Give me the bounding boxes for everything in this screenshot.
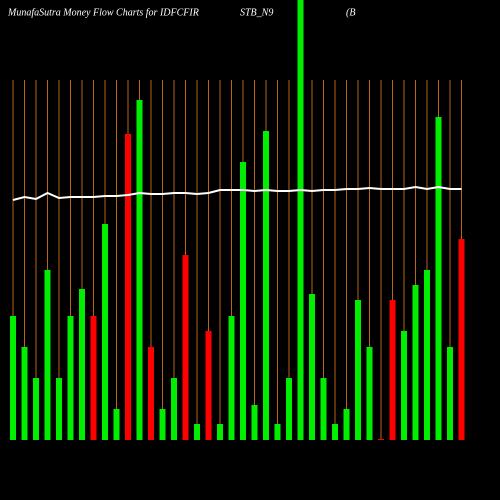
bar [378,439,384,440]
bar [263,131,269,440]
bar [205,331,212,440]
bar [182,255,189,440]
bar [228,316,235,440]
bar [159,409,166,440]
bar [274,424,281,440]
bar [297,0,304,440]
bar [21,347,28,440]
bar [435,117,442,440]
bar [56,378,62,440]
bar [332,424,338,440]
bar [217,424,223,440]
bar [412,285,419,440]
bar [401,331,407,440]
bar [309,294,315,440]
bar [79,289,85,440]
bar [251,405,258,440]
bar [366,347,373,440]
bar [113,409,120,440]
bar [355,300,361,440]
bar [240,162,246,440]
chart-title: STB_N9 [240,7,273,18]
bar [90,316,97,440]
bar [343,409,350,440]
bar [33,378,39,440]
bar [10,316,16,440]
bar [389,300,396,440]
bar [125,134,131,440]
bar [102,224,108,440]
bar [286,378,292,440]
money-flow-line [12,185,462,201]
bar [44,270,51,440]
bar [320,378,327,440]
bar [148,347,154,440]
bar [458,239,465,440]
bar [171,378,177,440]
bar [136,100,143,440]
chart-title: MunafaSutra Money Flow Charts for IDFCFI… [7,7,199,18]
bar [424,270,430,440]
bar [447,347,453,440]
bar [194,424,200,440]
chart-title: (B [346,7,355,18]
bar [67,316,74,440]
